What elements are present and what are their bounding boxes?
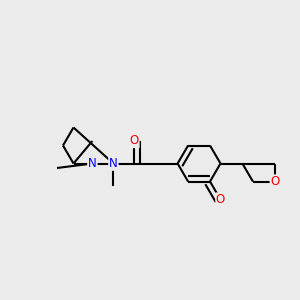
Text: N: N <box>88 157 97 170</box>
Text: O: O <box>270 175 279 188</box>
Text: N: N <box>109 157 118 170</box>
Text: N: N <box>109 157 118 170</box>
Text: O: O <box>130 134 139 148</box>
Text: N: N <box>88 157 97 170</box>
Text: O: O <box>216 193 225 206</box>
